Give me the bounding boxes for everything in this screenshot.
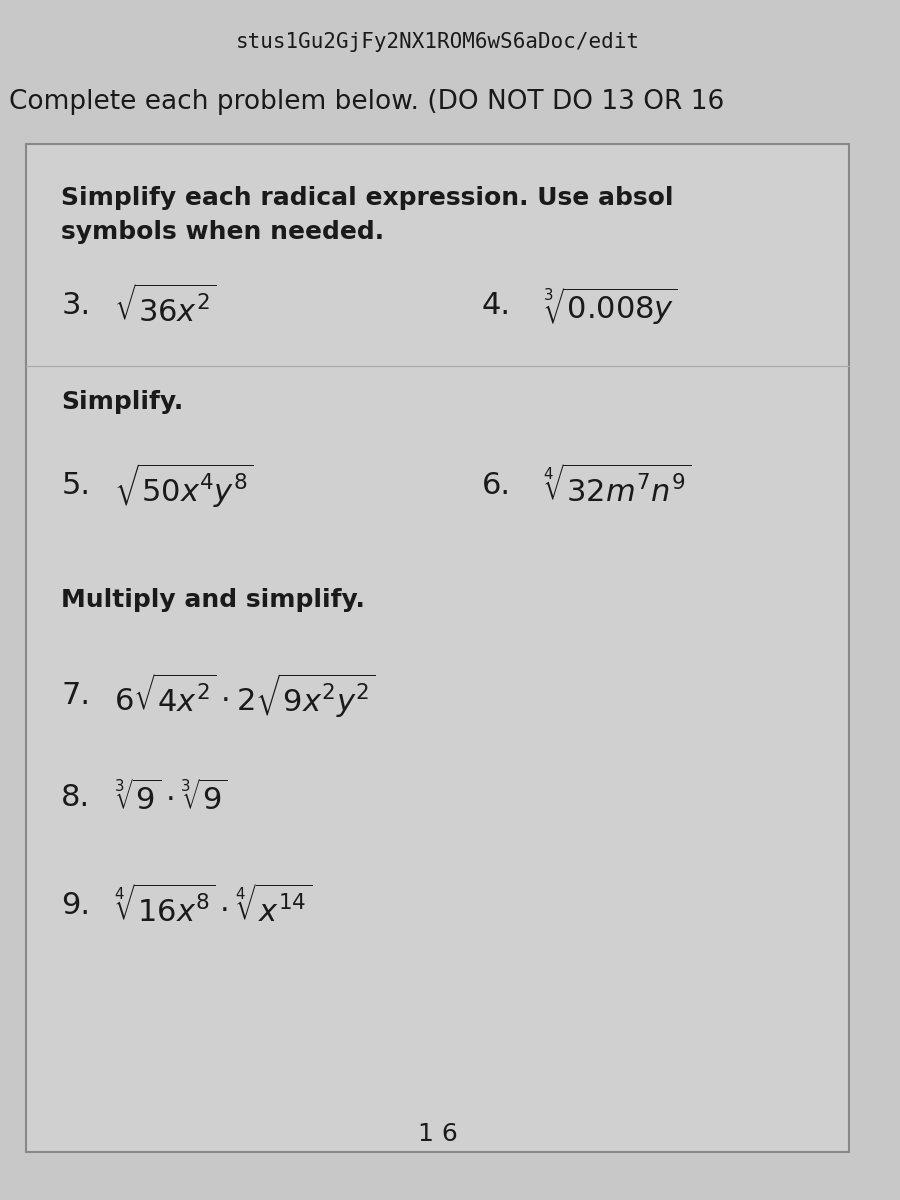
Text: 9.: 9. [61,892,90,920]
Text: Complete each problem below. (DO NOT DO 13 OR 16: Complete each problem below. (DO NOT DO … [9,89,724,115]
Text: Simplify.: Simplify. [61,390,184,414]
FancyBboxPatch shape [26,144,849,1152]
Text: $\sqrt{50x^4y^8}$: $\sqrt{50x^4y^8}$ [113,462,254,510]
Text: $\sqrt{36x^2}$: $\sqrt{36x^2}$ [113,284,216,328]
Text: stus1Gu2GjFy2NX1ROM6wS6aDoc/edit: stus1Gu2GjFy2NX1ROM6wS6aDoc/edit [236,32,640,52]
Text: $\sqrt[3]{9} \cdot \sqrt[3]{9}$: $\sqrt[3]{9} \cdot \sqrt[3]{9}$ [113,780,228,816]
Text: $\sqrt[4]{32m^7n^9}$: $\sqrt[4]{32m^7n^9}$ [543,464,691,508]
Text: $6\sqrt{4x^2} \cdot 2\sqrt{9x^2y^2}$: $6\sqrt{4x^2} \cdot 2\sqrt{9x^2y^2}$ [113,672,375,720]
Text: 3.: 3. [61,292,90,320]
Text: 4.: 4. [482,292,510,320]
Text: 5.: 5. [61,472,90,500]
Text: 6.: 6. [482,472,510,500]
Text: Multiply and simplify.: Multiply and simplify. [61,588,365,612]
Text: Simplify each radical expression. Use absol
symbols when needed.: Simplify each radical expression. Use ab… [61,186,674,244]
Text: $\sqrt[3]{0.008y}$: $\sqrt[3]{0.008y}$ [543,286,678,326]
Text: $\sqrt[4]{16x^8} \cdot \sqrt[4]{x^{14}}$: $\sqrt[4]{16x^8} \cdot \sqrt[4]{x^{14}}$ [113,884,312,928]
Text: 7.: 7. [61,682,90,710]
Text: 8.: 8. [61,784,90,812]
Text: 1 6: 1 6 [418,1122,457,1146]
